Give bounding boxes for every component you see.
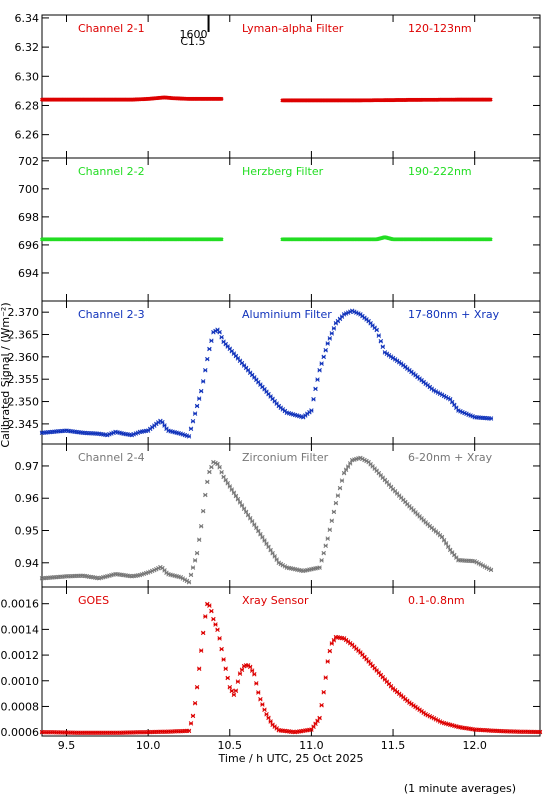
x-axis-label: Time / h UTC, 25 Oct 2025 <box>218 752 364 765</box>
y-tick-label: 0.94 <box>15 557 40 570</box>
y-tick-label: 2.345 <box>8 418 40 431</box>
panel-1: 6.26 6.28 6.30 6.32 6.34 Channel 2-1 Lyman-alp… <box>15 12 541 159</box>
y-tick-label: 2.355 <box>8 373 40 386</box>
panel-filter-label: Aluminium Filter <box>242 308 332 321</box>
y-tick-label: 6.32 <box>15 41 40 54</box>
panel-frame <box>41 300 541 445</box>
data-series-marks <box>39 601 543 736</box>
y-tick-label: 0.0010 <box>1 675 40 688</box>
y-tick-label: 2.350 <box>8 396 40 409</box>
y-tick-label: 0.97 <box>15 460 40 473</box>
data-series-marks <box>39 308 494 439</box>
panel-frame <box>41 443 541 588</box>
panel-range-label: 0.1-0.8nm <box>408 594 465 607</box>
x-tick-label: 11.5 <box>381 739 406 752</box>
panel-2: 694 696 698 700 702 Channel 2-2 Herzberg Filte… <box>18 155 541 302</box>
panel-channel-label: Channel 2-2 <box>78 165 145 178</box>
panel-4: 0.94 0.95 0.96 0.97 Channel 2-4 Zirconium Fil… <box>15 443 541 588</box>
y-tick-label: 2.365 <box>8 329 40 342</box>
panel-channel-label: Channel 2-1 <box>78 22 145 35</box>
y-tick-label: 6.34 <box>15 12 40 25</box>
y-axis-label: Calibrated Signal / (Wm⁻²) <box>0 302 12 447</box>
panel-filter-label: Lyman-alpha Filter <box>242 22 344 35</box>
data-series-marks <box>39 455 494 585</box>
y-tick-label: 0.0016 <box>1 598 40 611</box>
y-tick-label: 0.0008 <box>1 700 40 713</box>
panel-range-label: 6-20nm + Xray <box>408 451 493 464</box>
panel-filter-label: Zirconium Filter <box>242 451 329 464</box>
data-series-marks <box>40 235 493 242</box>
panel-range-label: 17-80nm + Xray <box>408 308 500 321</box>
panel-channel-label: Channel 2-4 <box>78 451 145 464</box>
panel-filter-label: Xray Sensor <box>242 594 309 607</box>
panel-frame <box>41 157 541 302</box>
y-tick-label: 0.0012 <box>1 649 40 662</box>
y-tick-label: 6.30 <box>15 70 40 83</box>
y-tick-label: 0.0006 <box>1 726 40 739</box>
panel-3: 2.345 2.350 2.355 2.360 2.365 2.370 Channel 2-… <box>8 300 541 445</box>
panel-range-label: 120-123nm <box>408 22 472 35</box>
y-tick-label: 694 <box>18 267 39 280</box>
y-tick-label: 6.26 <box>15 129 40 142</box>
flare-marker: 1600 C1.5 <box>180 15 210 48</box>
y-tick-label: 700 <box>18 183 39 196</box>
y-tick-label: 2.360 <box>8 351 40 364</box>
x-tick-label: 12.0 <box>462 739 487 752</box>
panel-frame <box>41 586 541 737</box>
panel-filter-label: Herzberg Filter <box>242 165 324 178</box>
x-tick-label: 11.0 <box>299 739 324 752</box>
y-tick-label: 702 <box>18 155 39 168</box>
flare-time-label: 1600 <box>180 28 208 41</box>
panel-frame <box>41 14 541 159</box>
chart-panels: 6.26 6.28 6.30 6.32 6.34 Channel 2-1 Lyman-alp… <box>1 12 543 752</box>
panel-channel-label: Channel 2-3 <box>78 308 145 321</box>
x-tick-label: 10.0 <box>136 739 161 752</box>
footnote: (1 minute averages) <box>404 782 516 795</box>
y-tick-label: 0.0014 <box>1 623 40 636</box>
x-tick-label: 10.5 <box>218 739 243 752</box>
x-tick-label: 9.5 <box>58 739 76 752</box>
y-tick-label: 696 <box>18 239 39 252</box>
y-tick-label: 0.96 <box>15 492 40 505</box>
panel-5: 0.0006 0.0008 0.0010 0.0012 0.0014 0.0016 GOES… <box>1 586 543 739</box>
y-tick-label: 2.370 <box>8 306 40 319</box>
y-tick-label: 0.95 <box>15 525 40 538</box>
panel-channel-label: GOES <box>78 594 109 607</box>
data-series-marks <box>40 95 493 103</box>
panel-range-label: 190-222nm <box>408 165 472 178</box>
flare-class-label: C1.5 <box>180 35 205 48</box>
y-tick-label: 698 <box>18 211 39 224</box>
y-tick-label: 6.28 <box>15 99 40 112</box>
